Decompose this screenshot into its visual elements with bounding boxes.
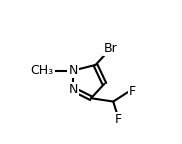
Text: CH₃: CH₃ — [30, 64, 53, 77]
Text: N: N — [69, 83, 78, 96]
Text: N: N — [69, 64, 78, 77]
Text: F: F — [115, 113, 122, 126]
Text: Br: Br — [104, 42, 118, 55]
Text: F: F — [129, 85, 136, 98]
